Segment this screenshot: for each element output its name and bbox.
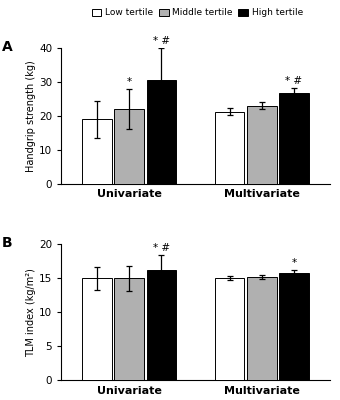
Bar: [247, 106, 276, 184]
Bar: [115, 278, 144, 380]
Bar: [147, 80, 176, 184]
Bar: [115, 109, 144, 184]
Text: * #: * #: [153, 243, 170, 253]
Bar: [215, 112, 244, 184]
Text: *: *: [291, 258, 296, 268]
Legend: Low tertile, Middle tertile, High tertile: Low tertile, Middle tertile, High tertil…: [90, 6, 305, 19]
Bar: [215, 278, 244, 380]
Bar: [147, 270, 176, 380]
Text: * #: * #: [285, 76, 303, 86]
Y-axis label: TLM index (kg/m²): TLM index (kg/m²): [26, 268, 36, 357]
Y-axis label: Handgrip strength (kg): Handgrip strength (kg): [26, 60, 36, 172]
Text: *: *: [127, 77, 132, 87]
Text: B: B: [2, 236, 13, 250]
Text: A: A: [2, 40, 13, 54]
Bar: [279, 93, 309, 184]
Bar: [82, 278, 112, 380]
Bar: [279, 273, 309, 380]
Bar: [247, 277, 276, 380]
Bar: [82, 119, 112, 184]
Text: * #: * #: [153, 36, 170, 46]
